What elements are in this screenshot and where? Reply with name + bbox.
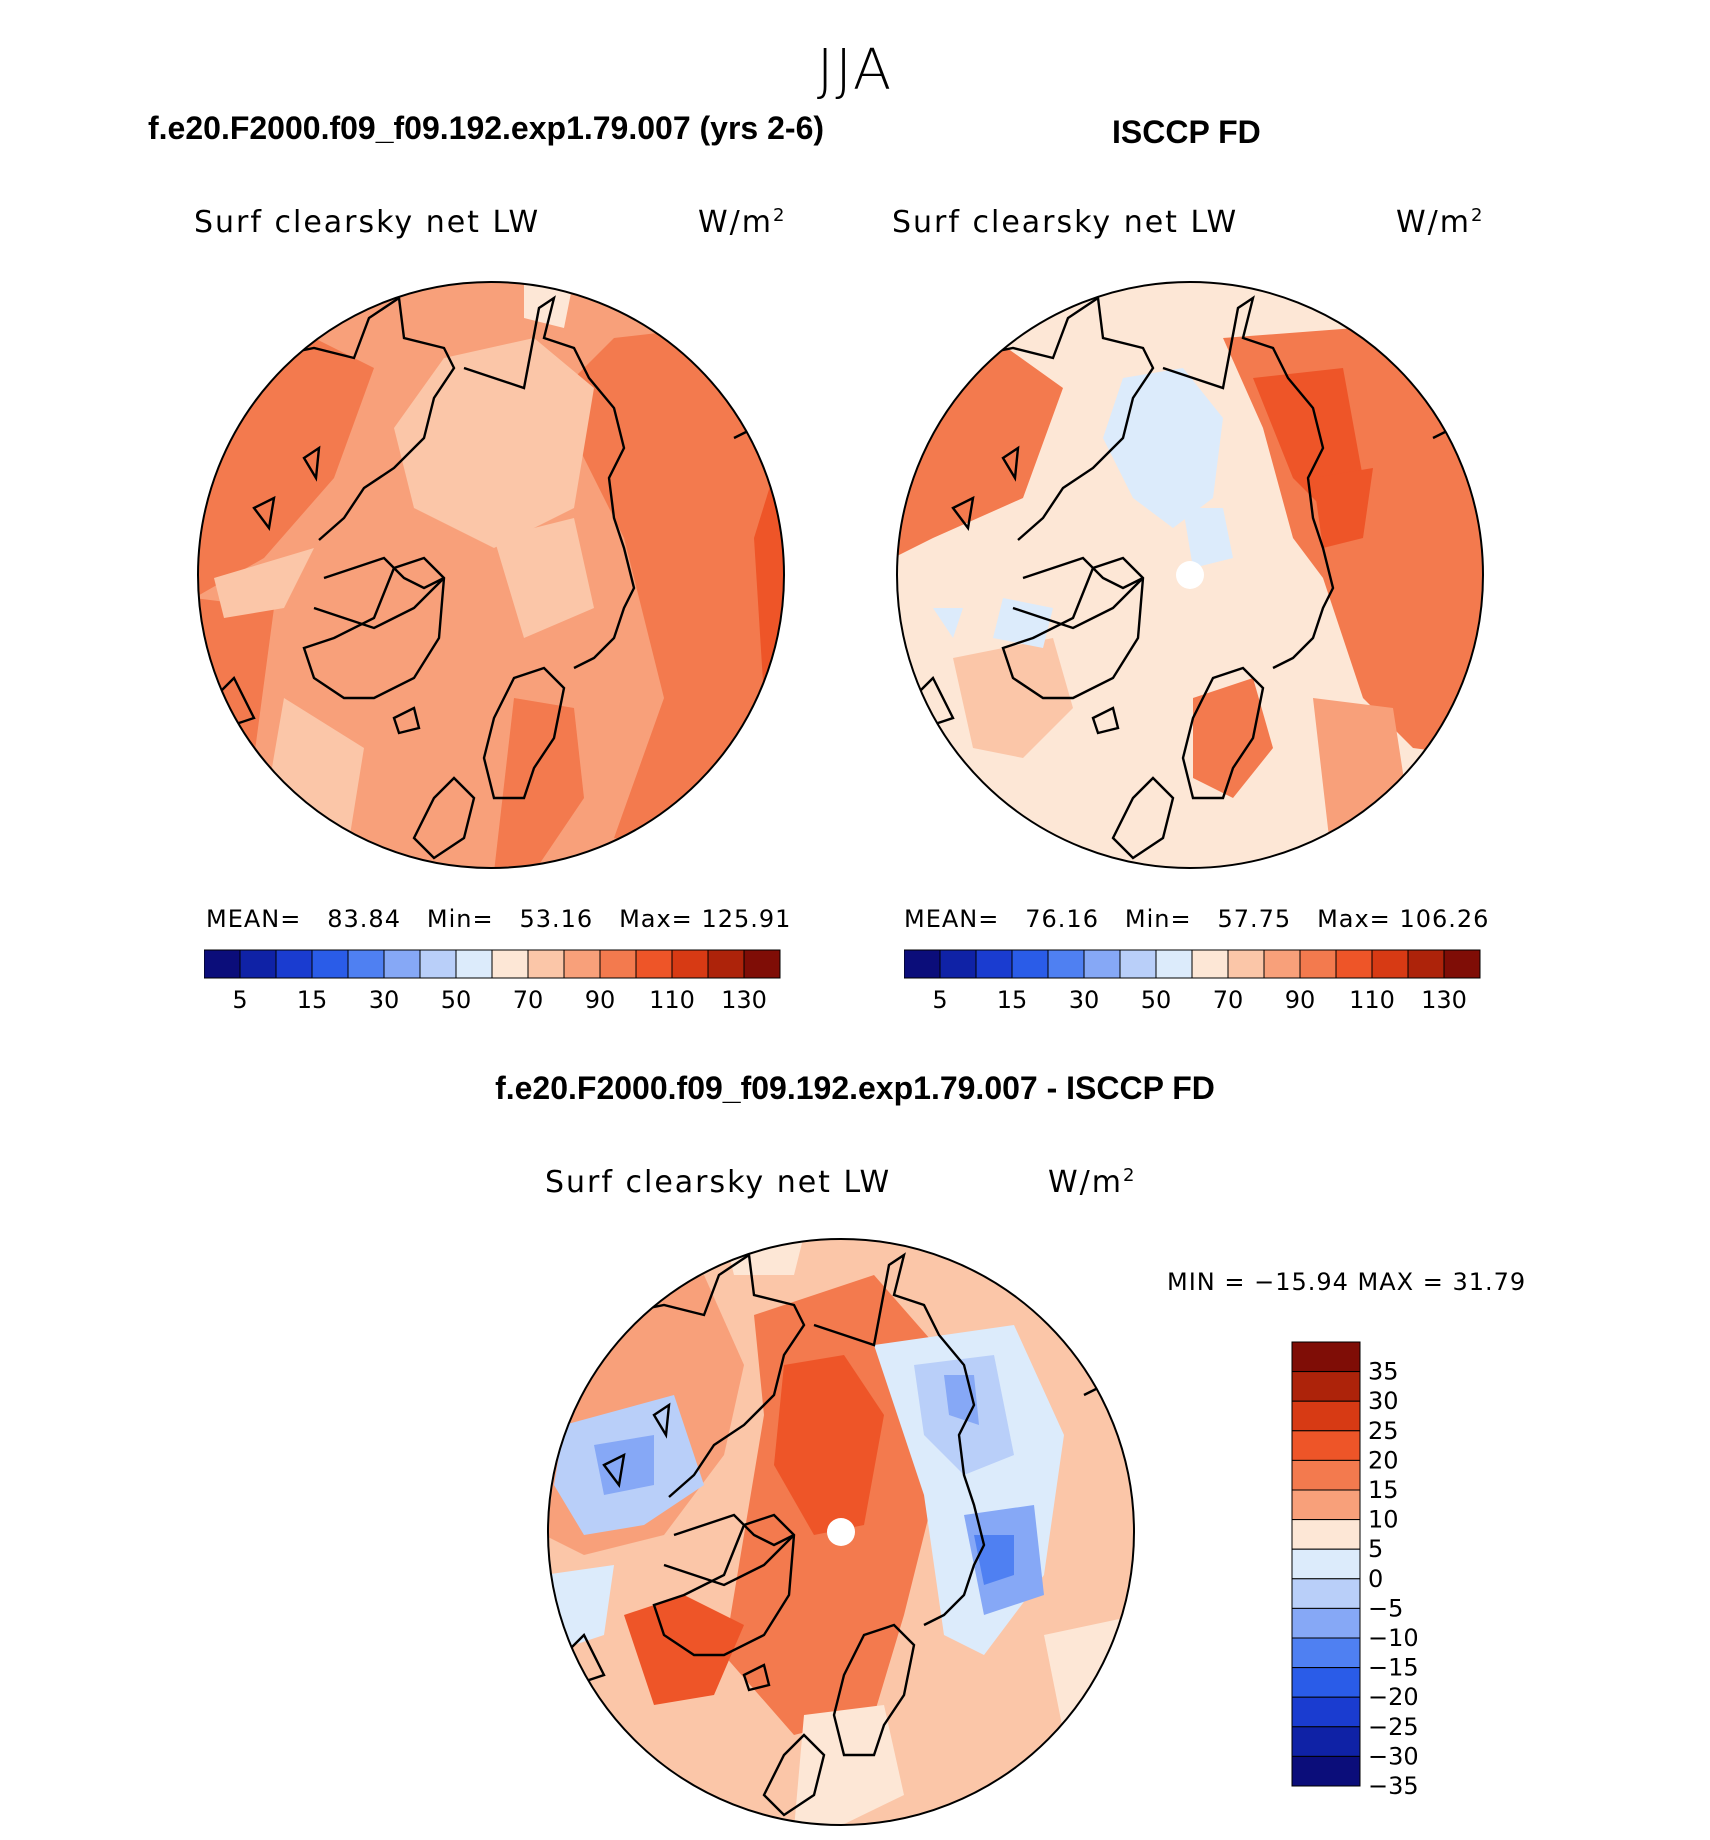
- colorbar-tick-label: 25: [1368, 1417, 1399, 1445]
- colorbar-tick-label: −30: [1368, 1742, 1419, 1770]
- season-title: JJA: [816, 38, 894, 103]
- colorbar-tick-label: 5: [932, 986, 947, 1014]
- colorbar-tick-label: −25: [1368, 1713, 1419, 1741]
- colorbar-box: [1155, 949, 1193, 979]
- panel-2-title: ISCCP FD: [1112, 114, 1261, 150]
- panel-2-stats: MEAN= 76.16 Min= 57.75 Max= 106.26: [904, 905, 1490, 933]
- colorbar-tick-label: −15: [1368, 1654, 1419, 1682]
- colorbar-tick-label: 110: [1349, 986, 1395, 1014]
- colorbar-tick-label: 15: [297, 986, 328, 1014]
- colorbar-box: [563, 949, 601, 979]
- colorbar-box: [204, 949, 241, 979]
- colorbar-tick-label: 130: [721, 986, 767, 1014]
- colorbar-box: [1291, 1726, 1361, 1757]
- panel-1-variable: Surf clearsky net LW: [194, 205, 541, 240]
- colorbar-box: [904, 949, 941, 979]
- colorbar-box: [1191, 949, 1229, 979]
- colorbar-tick-label: 35: [1368, 1358, 1399, 1386]
- colorbar-tick-label: 130: [1421, 986, 1467, 1014]
- colorbar-box: [1443, 949, 1481, 979]
- panel-1-units: W/m2: [698, 205, 787, 240]
- colorbar-tick-label: 70: [1213, 986, 1244, 1014]
- colorbar-box: [275, 949, 313, 979]
- colorbar-box: [1291, 1755, 1361, 1787]
- colorbar-box: [383, 949, 421, 979]
- colorbar-box: [1291, 1578, 1361, 1609]
- colorbar-box: [419, 949, 457, 979]
- colorbar-box: [1299, 949, 1337, 979]
- colorbar-box: [1047, 949, 1085, 979]
- colorbar-tick-label: 50: [1141, 986, 1172, 1014]
- colorbar-tick-label: 30: [1069, 986, 1100, 1014]
- map-difference: [547, 1238, 1135, 1826]
- colorbar-tick-label: −35: [1368, 1772, 1419, 1800]
- panel-2-units: W/m2: [1396, 205, 1485, 240]
- colorbar-box: [311, 949, 349, 979]
- colorbar-tick-label: 50: [441, 986, 472, 1014]
- difference-title: f.e20.F2000.f09_f09.192.exp1.79.007 - IS…: [495, 1070, 1215, 1106]
- colorbar-box: [1335, 949, 1373, 979]
- colorbar-box: [1291, 1696, 1361, 1728]
- colorbar-tick-label: 10: [1368, 1506, 1399, 1534]
- colorbar-tick-label: 70: [513, 986, 544, 1014]
- colorbar-box: [939, 949, 977, 979]
- colorbar-box: [707, 949, 745, 979]
- colorbar-box: [1291, 1459, 1361, 1491]
- colorbar-box: [239, 949, 277, 979]
- colorbar-box: [1291, 1400, 1361, 1432]
- colorbar-box: [1227, 949, 1265, 979]
- colorbar-tick-label: 30: [369, 986, 400, 1014]
- colorbar-box: [1291, 1637, 1361, 1669]
- colorbar-box: [1083, 949, 1121, 979]
- colorbar-tick-label: 30: [1368, 1387, 1399, 1415]
- colorbar-box: [1263, 949, 1301, 979]
- colorbar-box: [1291, 1548, 1361, 1580]
- difference-variable: Surf clearsky net LW: [545, 1165, 892, 1200]
- colorbar-tick-label: −5: [1368, 1594, 1403, 1622]
- panel-2-variable: Surf clearsky net LW: [892, 205, 1239, 240]
- colorbar-box: [347, 949, 385, 979]
- colorbar-tick-label: 5: [232, 986, 247, 1014]
- colorbar-tick-label: 90: [585, 986, 616, 1014]
- colorbar-box: [1011, 949, 1049, 979]
- colorbar-box: [527, 949, 565, 979]
- colorbar-box: [1291, 1667, 1361, 1698]
- colorbar-box: [743, 949, 781, 979]
- colorbar-tick-label: 15: [997, 986, 1028, 1014]
- colorbar-panel-2: 5 15 30 50 70 90 110 130: [904, 949, 1481, 1014]
- panel-1-stats: MEAN= 83.84 Min= 53.16 Max= 125.91: [206, 905, 792, 933]
- colorbar-box: [599, 949, 637, 979]
- colorbar-box: [455, 949, 493, 979]
- colorbar-box: [975, 949, 1013, 979]
- colorbar-tick-label: 0: [1368, 1565, 1383, 1593]
- colorbar-tick-label: 20: [1368, 1446, 1399, 1474]
- colorbar-box: [1371, 949, 1409, 979]
- colorbar-box: [1119, 949, 1157, 979]
- colorbar-box: [1291, 1371, 1361, 1402]
- colorbar-box: [635, 949, 673, 979]
- colorbar-tick-label: −10: [1368, 1624, 1419, 1652]
- colorbar-box: [1291, 1430, 1361, 1461]
- colorbar-tick-label: −20: [1368, 1683, 1419, 1711]
- colorbar-box: [1291, 1489, 1361, 1521]
- colorbar-box: [1291, 1519, 1361, 1550]
- colorbar-panel-1: 5 15 30 50 70 90 110 130: [204, 949, 781, 1014]
- colorbar-box: [1407, 949, 1445, 979]
- colorbar-box: [1291, 1607, 1361, 1639]
- colorbar-tick-label: 110: [649, 986, 695, 1014]
- colorbar-box: [671, 949, 709, 979]
- map-model: [197, 281, 785, 869]
- difference-minmax: MIN = −15.94 MAX = 31.79: [1167, 1268, 1527, 1296]
- colorbar-box: [1291, 1341, 1361, 1373]
- colorbar-tick-label: 5: [1368, 1535, 1383, 1563]
- map-obs: [896, 281, 1484, 869]
- colorbar-box: [491, 949, 529, 979]
- difference-units: W/m2: [1048, 1165, 1137, 1200]
- colorbar-tick-label: 90: [1285, 986, 1316, 1014]
- panel-1-title: f.e20.F2000.f09_f09.192.exp1.79.007 (yrs…: [148, 110, 825, 146]
- colorbar-tick-label: 15: [1368, 1476, 1399, 1504]
